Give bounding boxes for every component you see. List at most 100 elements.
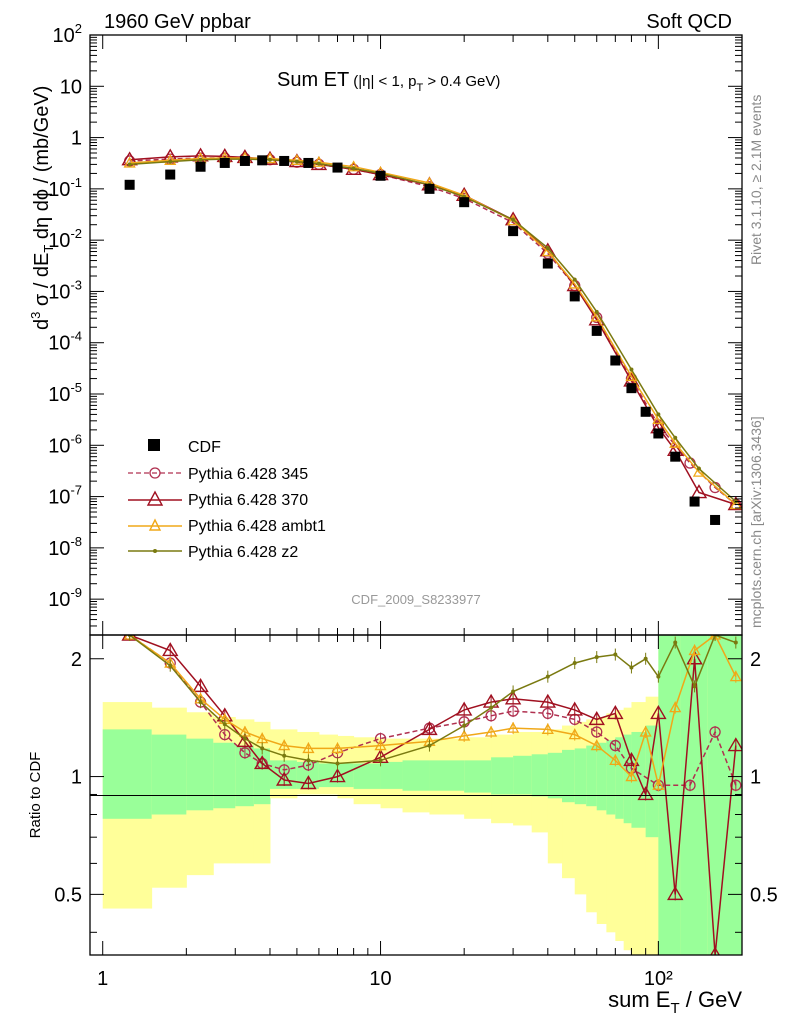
green-band-bin xyxy=(464,760,492,793)
ratio-series-point xyxy=(639,725,652,737)
cdf-data-point xyxy=(303,157,314,168)
ratio-series-point xyxy=(607,705,624,720)
ratio-series-point xyxy=(669,701,682,713)
legend-370-marker xyxy=(146,490,164,506)
green-band-bin xyxy=(574,748,587,805)
legend-ambt1-marker xyxy=(148,518,162,531)
cdf-data-point xyxy=(689,496,700,507)
ratio-series-point xyxy=(455,701,473,716)
cdf-data-point xyxy=(508,226,519,237)
ratio-series-point xyxy=(302,742,315,754)
top-series-point xyxy=(511,217,516,222)
x-tick-label: 10 xyxy=(369,968,391,990)
green-band-bin xyxy=(151,734,187,815)
top-series-point xyxy=(351,166,356,171)
green-band-bin xyxy=(235,745,255,807)
y-tick-label-top: 10-1 xyxy=(48,175,82,201)
legend-345-marker xyxy=(149,467,161,479)
legend-cdf-marker xyxy=(148,439,160,451)
green-band-bin xyxy=(186,738,214,811)
ratio-series-point xyxy=(609,754,622,766)
top-series-point xyxy=(347,160,360,172)
y-tick-label-top: 10-9 xyxy=(48,585,82,611)
ratio-series-point xyxy=(275,771,293,786)
header-energy-label: 1960 GeV ppbar xyxy=(104,11,251,33)
ratio-series-point xyxy=(727,737,742,752)
cdf-data-point xyxy=(591,325,602,336)
cdf-data-point xyxy=(610,355,621,366)
y-tick-label-top: 10-2 xyxy=(48,226,82,252)
green-band-bin xyxy=(102,729,153,819)
ratio-series-point xyxy=(673,640,678,645)
ratio-series-point xyxy=(613,652,618,657)
top-series-point xyxy=(290,153,304,165)
ratio-series-point xyxy=(572,661,577,666)
green-band-bin xyxy=(513,755,533,795)
green-band-bin xyxy=(596,742,607,811)
yellow-band-bin xyxy=(623,707,632,951)
ratio-series-point xyxy=(568,728,581,740)
ratio-series-point xyxy=(242,736,247,741)
ratio-series-point xyxy=(652,778,665,790)
top-series-point xyxy=(629,367,634,372)
cdf-data-point xyxy=(239,155,250,166)
ratio-series-point xyxy=(710,946,720,955)
ratio-series-point xyxy=(458,729,471,741)
ratio-series-point xyxy=(421,720,438,736)
green-band-bin xyxy=(429,760,465,791)
ratio-series-point xyxy=(625,770,638,782)
legend-ambt1-label: Pythia 6.428 ambt1 xyxy=(188,518,326,535)
cdf-data-point xyxy=(165,169,176,180)
cdf-data-point xyxy=(626,383,637,394)
top-series-point xyxy=(263,152,277,164)
top-series-point xyxy=(267,157,272,162)
ratio-series-point xyxy=(260,746,265,751)
ratio-series-point xyxy=(306,758,311,763)
ratio-series-point xyxy=(588,710,605,726)
ratio-series-point xyxy=(730,779,742,791)
y-tick-label-top: 10-4 xyxy=(48,329,82,355)
y-tick-label-top: 10-8 xyxy=(48,534,82,560)
ratio-series-point xyxy=(541,723,554,735)
top-series-point xyxy=(572,277,577,282)
top-series-point xyxy=(123,156,136,168)
ratio-series-point xyxy=(650,705,667,720)
y-tick-label-top: 10 xyxy=(60,76,82,98)
green-band-bin xyxy=(318,763,339,788)
cdf-data-point xyxy=(375,170,386,181)
x-tick-label: 10² xyxy=(644,968,673,990)
green-band-bin xyxy=(586,745,598,807)
top-series-point xyxy=(164,153,177,165)
green-band-bin xyxy=(562,749,576,803)
top-series-point xyxy=(127,162,132,167)
green-band-bin xyxy=(491,757,514,795)
analysis-label: CDF_2009_S8233977 xyxy=(351,592,480,607)
header-category-label: Soft QCD xyxy=(646,11,732,33)
ratio-series-point xyxy=(684,779,696,791)
cdf-data-point xyxy=(124,179,135,190)
ratio-series-point xyxy=(511,689,516,694)
y-tick-label-ratio: 0.5 xyxy=(54,884,82,906)
top-series-point xyxy=(669,436,682,448)
y-tick-label-top: 1 xyxy=(71,128,82,150)
ratio-series-point xyxy=(331,742,344,754)
ratio-series-point xyxy=(427,743,432,748)
green-band-bin xyxy=(606,740,616,815)
ratio-series-point xyxy=(542,707,554,720)
ratio-series-point xyxy=(507,705,519,717)
cdf-data-point xyxy=(569,291,580,302)
top-series-point xyxy=(727,496,742,511)
y-tick-label-ratio: 2 xyxy=(71,649,82,671)
top-series-point xyxy=(506,214,520,226)
ratio-series-point xyxy=(282,753,287,758)
ratio-series-point xyxy=(378,758,383,763)
top-series-point xyxy=(729,498,742,510)
top-series-point xyxy=(545,246,550,251)
axis-ticks xyxy=(90,34,743,955)
ratio-series-point xyxy=(239,747,251,759)
y-tick-label-top: 10-5 xyxy=(48,380,82,406)
cdf-data-points xyxy=(124,155,721,525)
top-series-point xyxy=(294,159,299,164)
ratio-series-point xyxy=(374,739,387,751)
yellow-band-bin xyxy=(606,713,616,933)
